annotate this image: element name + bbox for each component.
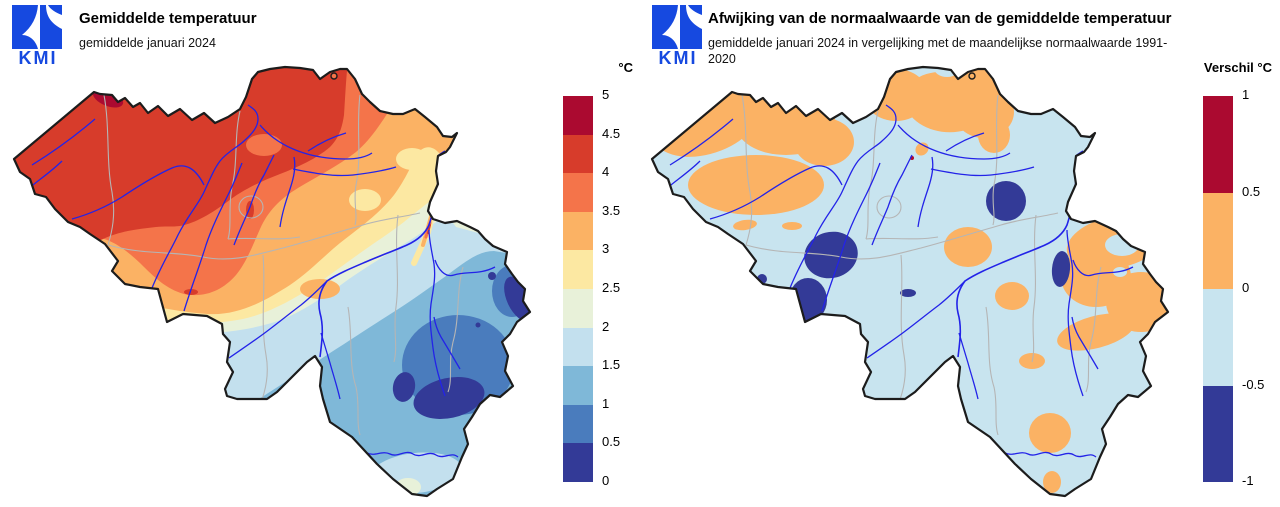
colorbar-segment — [1203, 289, 1233, 386]
left-colorbar-tick: 3.5 — [602, 203, 621, 218]
kmi-logo-right: KMI — [650, 5, 706, 67]
right-colorbar — [1203, 96, 1233, 482]
kmi-logo-icon — [12, 5, 62, 49]
right-colorbar-tick: -1 — [1242, 473, 1254, 488]
colorbar-segment — [1203, 385, 1233, 482]
kmi-logo-text: KMI — [658, 48, 698, 68]
kmi-logo-icon — [652, 5, 702, 49]
left-colorbar-tick: 0 — [602, 473, 610, 488]
left-colorbar-tick: 4.5 — [602, 126, 621, 141]
colorbar-segment — [563, 288, 593, 328]
left-colorbar — [563, 96, 593, 482]
right-colorbar-tick: 0 — [1242, 280, 1250, 295]
right-map-title: Afwijking van de normaalwaarde van de ge… — [708, 10, 1172, 27]
colorbar-segment — [563, 250, 593, 289]
right-colorbar-tick: 1 — [1242, 87, 1250, 102]
temperature-regions — [14, 67, 530, 496]
colorbar-segment — [563, 327, 593, 367]
kmi-logo-left: KMI — [10, 5, 66, 67]
left-map-title: Gemiddelde temperatuur — [79, 10, 257, 27]
colorbar-segment — [563, 443, 593, 482]
baarle-hertog-enclave — [330, 72, 338, 80]
colorbar-segment — [563, 96, 593, 135]
left-map-subtitle: gemiddelde januari 2024 — [79, 36, 216, 50]
baarle-hertog-enclave — [968, 72, 976, 80]
left-colorbar-tick: 4 — [602, 164, 610, 179]
colorbar-segment — [563, 134, 593, 174]
right-colorbar-tick: 0.5 — [1242, 184, 1261, 199]
left-header: Gemiddelde temperatuur gemiddelde januar… — [79, 10, 257, 51]
colorbar-segment — [563, 366, 593, 405]
map-left-temperature — [12, 65, 532, 498]
left-colorbar-unit: °C — [618, 60, 633, 75]
anomaly-regions — [652, 67, 1168, 496]
left-colorbar-tick: 2.5 — [602, 280, 621, 295]
colorbar-segment — [563, 404, 593, 444]
right-colorbar-title: Verschil °C — [1203, 60, 1272, 75]
left-colorbar-tick: 1.5 — [602, 357, 621, 372]
left-colorbar-tick: 1 — [602, 396, 610, 411]
left-colorbar-tick: 0.5 — [602, 434, 621, 449]
colorbar-segment — [1203, 96, 1233, 193]
colorbar-segment — [1203, 192, 1233, 289]
colorbar-segment — [563, 211, 593, 251]
right-colorbar-tick: -0.5 — [1242, 377, 1265, 392]
right-header: Afwijking van de normaalwaarde van de ge… — [708, 10, 1178, 67]
left-colorbar-tick: 3 — [602, 241, 610, 256]
left-colorbar-tick: 5 — [602, 87, 610, 102]
right-map-subtitle: gemiddelde januari 2024 in vergelijking … — [708, 36, 1168, 66]
colorbar-segment — [563, 173, 593, 212]
kmi-logo-text: KMI — [18, 48, 58, 68]
left-colorbar-tick: 2 — [602, 319, 610, 334]
map-right-anomaly — [650, 65, 1170, 498]
